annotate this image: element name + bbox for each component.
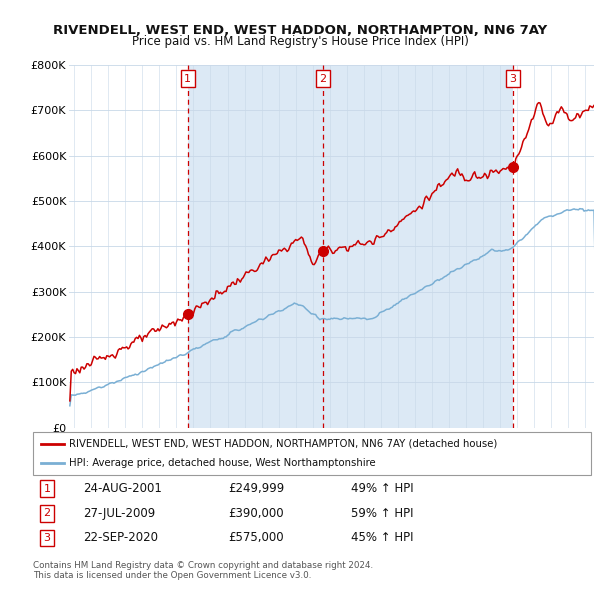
- Text: 3: 3: [43, 533, 50, 543]
- Text: This data is licensed under the Open Government Licence v3.0.: This data is licensed under the Open Gov…: [33, 571, 311, 580]
- FancyBboxPatch shape: [33, 432, 591, 475]
- Text: £575,000: £575,000: [229, 532, 284, 545]
- Text: RIVENDELL, WEST END, WEST HADDON, NORTHAMPTON, NN6 7AY (detached house): RIVENDELL, WEST END, WEST HADDON, NORTHA…: [69, 439, 497, 449]
- Text: 2: 2: [43, 509, 50, 518]
- Bar: [323, 65, 513, 428]
- Text: 59% ↑ HPI: 59% ↑ HPI: [351, 507, 413, 520]
- Text: 2: 2: [319, 74, 326, 84]
- Text: 22-SEP-2020: 22-SEP-2020: [83, 532, 158, 545]
- Text: £390,000: £390,000: [229, 507, 284, 520]
- Text: 24-AUG-2001: 24-AUG-2001: [83, 482, 162, 495]
- Text: RIVENDELL, WEST END, WEST HADDON, NORTHAMPTON, NN6 7AY: RIVENDELL, WEST END, WEST HADDON, NORTHA…: [53, 24, 547, 37]
- Text: 1: 1: [184, 74, 191, 84]
- Text: £249,999: £249,999: [229, 482, 284, 495]
- Text: Price paid vs. HM Land Registry's House Price Index (HPI): Price paid vs. HM Land Registry's House …: [131, 35, 469, 48]
- Text: HPI: Average price, detached house, West Northamptonshire: HPI: Average price, detached house, West…: [69, 458, 376, 468]
- Text: 27-JUL-2009: 27-JUL-2009: [83, 507, 155, 520]
- Text: 1: 1: [43, 484, 50, 494]
- Bar: [188, 65, 323, 428]
- Text: 45% ↑ HPI: 45% ↑ HPI: [351, 532, 413, 545]
- Text: Contains HM Land Registry data © Crown copyright and database right 2024.: Contains HM Land Registry data © Crown c…: [33, 560, 373, 569]
- Text: 3: 3: [509, 74, 517, 84]
- Text: 49% ↑ HPI: 49% ↑ HPI: [351, 482, 413, 495]
